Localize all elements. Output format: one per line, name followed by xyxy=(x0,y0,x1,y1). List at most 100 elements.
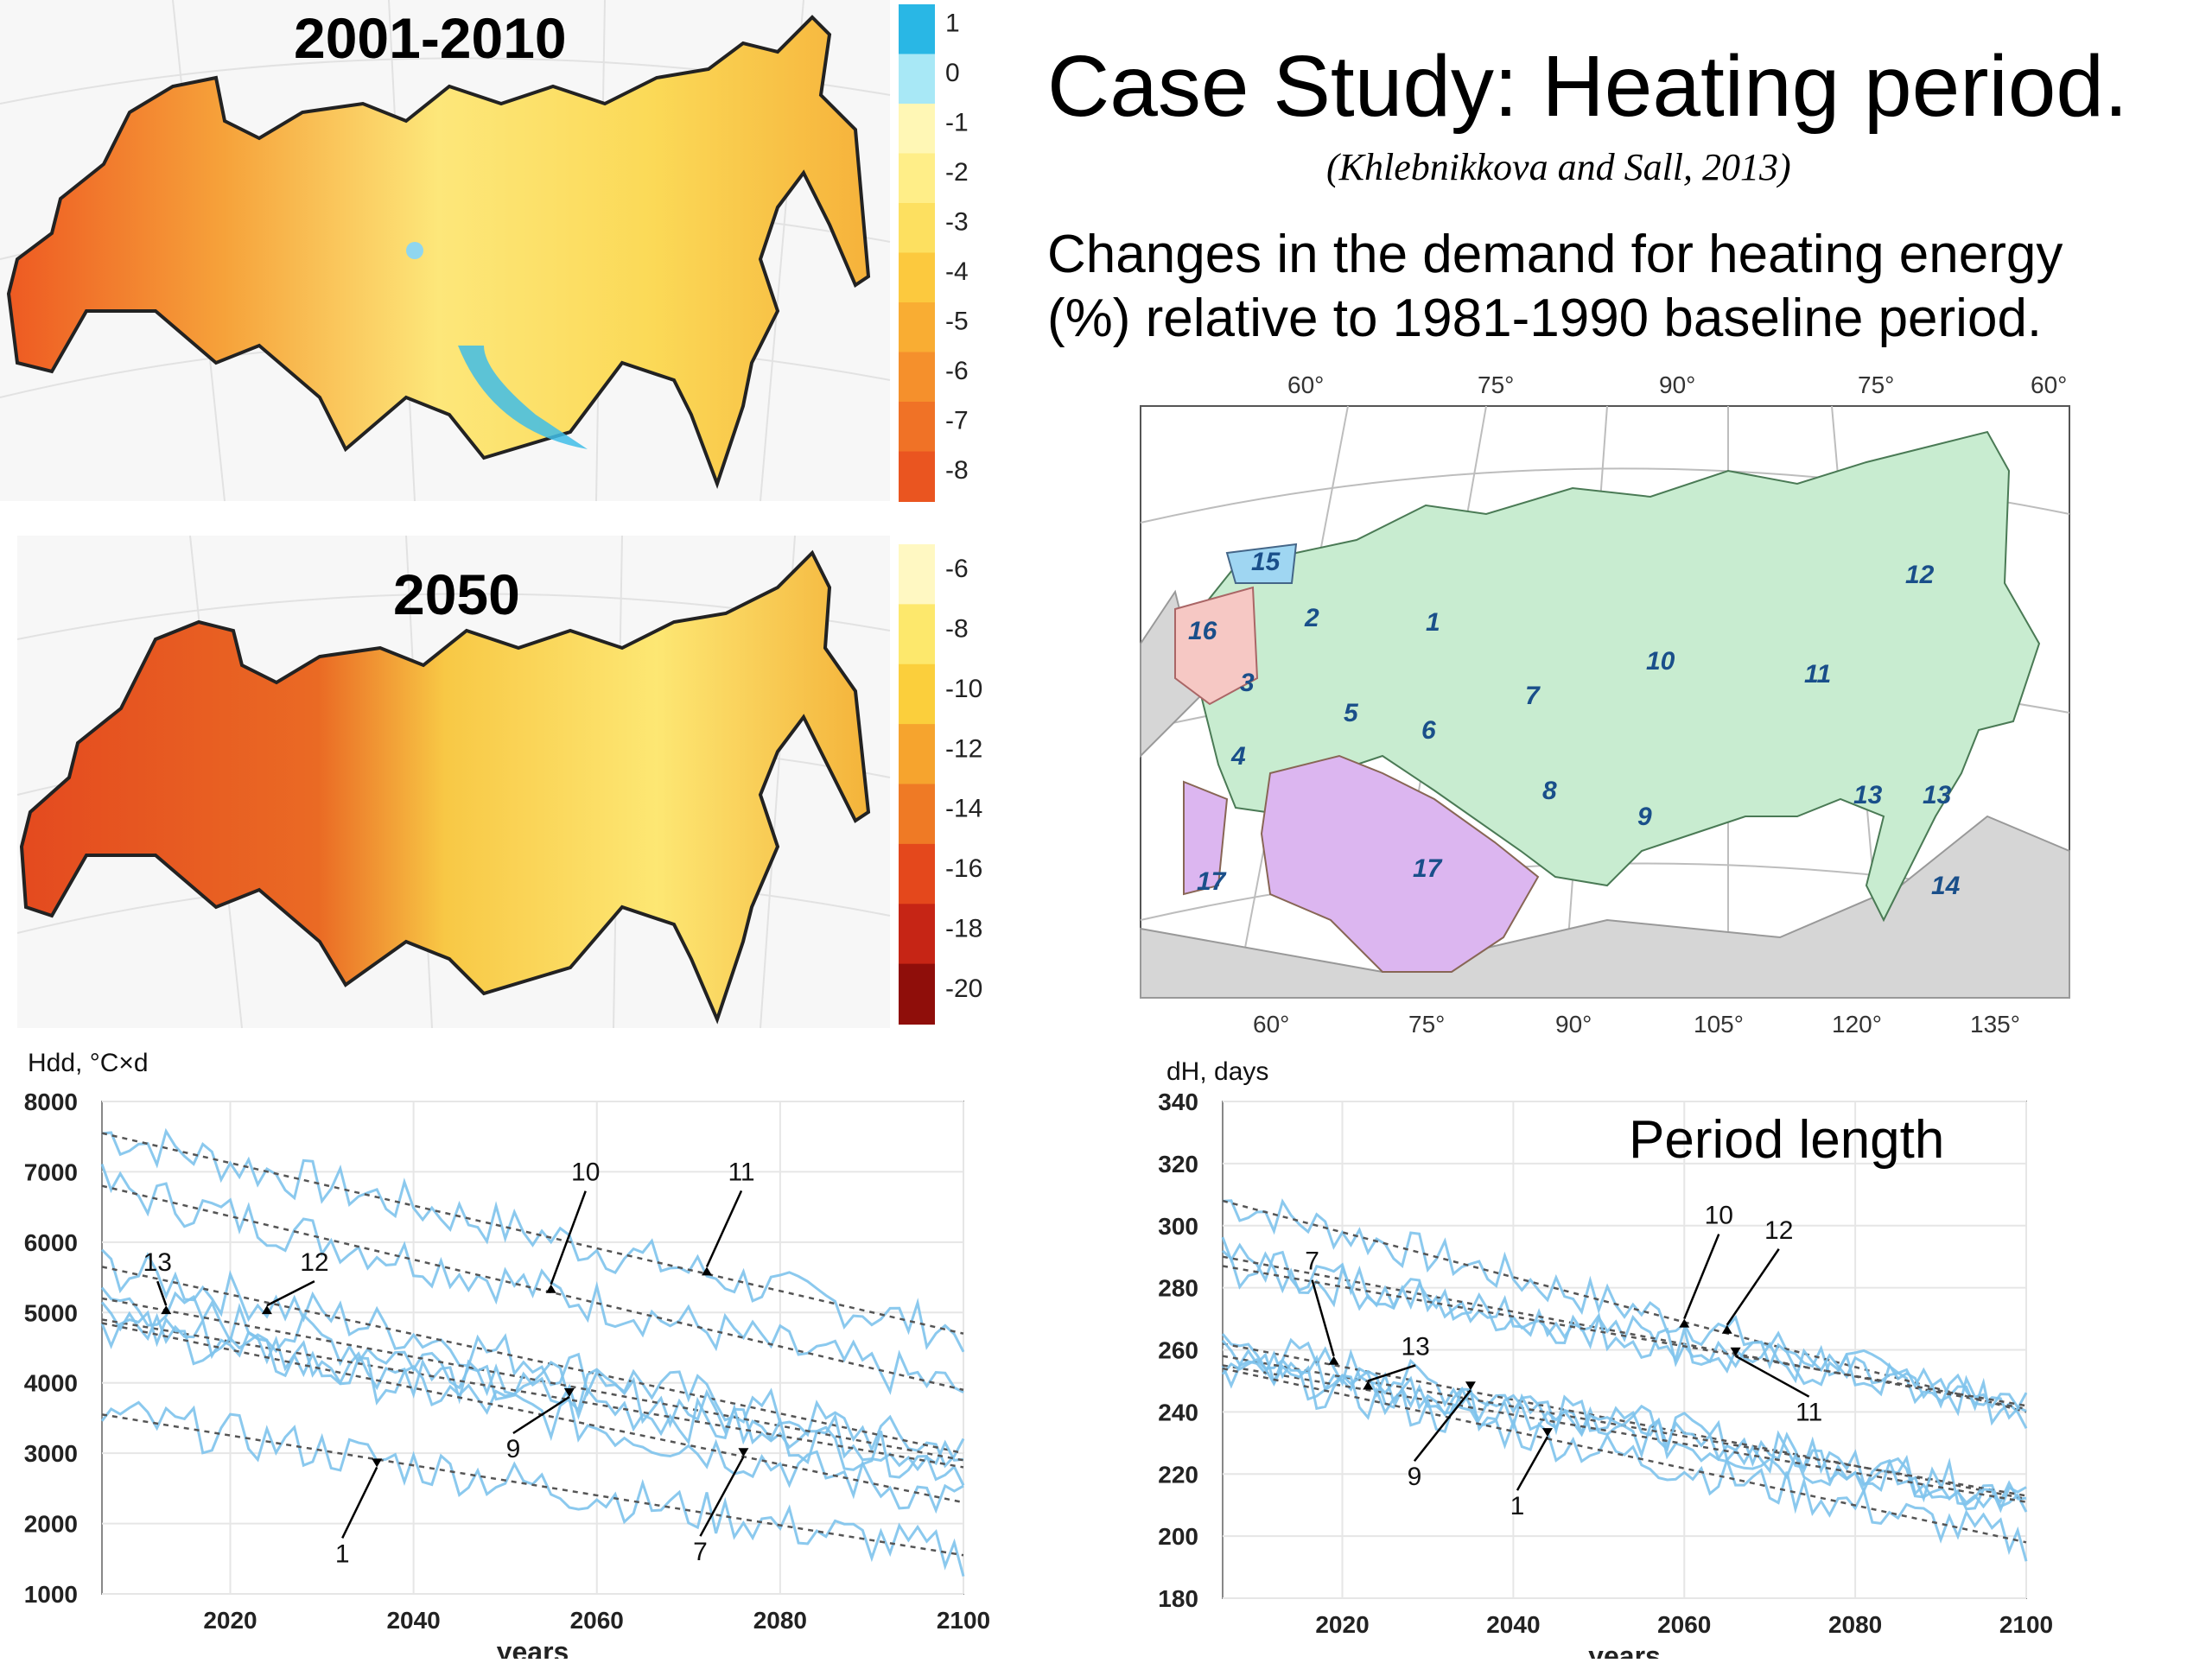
series-label: 13 xyxy=(1402,1332,1430,1361)
region-number-labels: 15 12 2 1 16 10 11 3 7 5 6 4 8 9 13 13 17 17 14 xyxy=(1188,548,1961,900)
region-number: 16 xyxy=(1188,617,1217,645)
colorbar-swatch xyxy=(899,904,935,965)
annotation-arrow xyxy=(341,1466,378,1539)
region-violet-west xyxy=(1183,780,1229,896)
regions-map-top-labels: 60° 75° 90° 75° 60° xyxy=(1287,371,2067,398)
y-tick-label: 4000 xyxy=(24,1370,78,1397)
trend-line xyxy=(101,1322,964,1504)
annotation-arrow xyxy=(512,1395,570,1435)
colorbar-label: -7 xyxy=(945,407,969,435)
region-number: 9 xyxy=(1637,803,1652,831)
map-2001-2010-panel: 1 0 -1 -2 -3 -4 -5 -6 -7 -8 2001-2010 xyxy=(0,0,976,505)
x-tick-label: 2100 xyxy=(1999,1611,2053,1638)
russia-shape-2001 xyxy=(6,15,871,489)
colorbar-2050 xyxy=(899,544,935,1025)
colorbar-label: -10 xyxy=(945,675,982,703)
colorbar-swatch xyxy=(899,544,935,606)
trend-line xyxy=(101,1413,964,1557)
colorbar-swatch xyxy=(899,302,935,353)
region-number: 17 xyxy=(1197,867,1227,896)
x-tick-label: 2080 xyxy=(1828,1611,1882,1638)
colorbar-swatch xyxy=(899,104,935,155)
y-tick-label: 300 xyxy=(1158,1213,1198,1240)
series-label: 10 xyxy=(571,1158,600,1187)
series-label: 1 xyxy=(1510,1492,1525,1520)
series-label: 12 xyxy=(300,1248,328,1277)
colorbar-label: -20 xyxy=(945,974,982,1003)
map-2001-2010: 1 0 -1 -2 -3 -4 -5 -6 -7 -8 xyxy=(0,0,969,502)
region-number: 10 xyxy=(1646,647,1675,676)
series-line xyxy=(100,1310,964,1514)
map-lat-label-top: 60° xyxy=(2031,371,2067,398)
colorbar-swatch xyxy=(899,451,935,502)
regions-map-bottom-labels: 60° 75° 90° 105° 120° 135° xyxy=(1253,1011,2020,1038)
chart-ylabel: Hdd, °C×d xyxy=(28,1049,149,1077)
y-tick-label: 180 xyxy=(1158,1585,1198,1612)
annotation-arrow xyxy=(156,1280,168,1306)
colorbar-swatch xyxy=(899,724,935,785)
map-lon-label-bottom: 105° xyxy=(1694,1011,1744,1038)
series-label: 7 xyxy=(693,1538,708,1566)
trend-line xyxy=(101,1132,964,1335)
annotation-arrowhead xyxy=(545,1284,556,1293)
colorbar-label: -6 xyxy=(945,555,969,583)
series-label: 10 xyxy=(1705,1202,1733,1230)
map-lon-label-bottom: 90° xyxy=(1555,1011,1592,1038)
region-number: 11 xyxy=(1804,660,1831,689)
annotation-arrow xyxy=(266,1280,315,1307)
colorbar-swatch xyxy=(899,203,935,254)
colorbar-label: -12 xyxy=(945,734,982,763)
series-line xyxy=(1221,1249,2028,1420)
y-tick-label: 5000 xyxy=(24,1299,78,1326)
colorbar-label: -5 xyxy=(945,308,969,336)
trend-line xyxy=(1222,1342,2027,1501)
colorbar-label: -18 xyxy=(945,914,982,943)
annotation-arrowhead xyxy=(261,1305,272,1315)
map-lat-label-top: 75° xyxy=(1478,371,1514,398)
colorbar-label: -14 xyxy=(945,795,982,823)
map-lat-label-top: 75° xyxy=(1858,371,1894,398)
x-tick-label: 2100 xyxy=(937,1607,990,1634)
region-number: 14 xyxy=(1931,872,1961,900)
annotation-arrowhead xyxy=(1541,1428,1553,1438)
x-tick-label: 2020 xyxy=(203,1607,257,1634)
annotation-arrow xyxy=(1735,1355,1810,1398)
region-number: 6 xyxy=(1421,716,1436,745)
colorbar-swatch xyxy=(899,784,935,845)
x-tick-label: 2020 xyxy=(1315,1611,1369,1638)
annotation-arrow xyxy=(1683,1234,1720,1320)
colorbar-label: -8 xyxy=(945,615,969,644)
series-line xyxy=(1221,1236,2027,1417)
region-number: 17 xyxy=(1413,854,1443,883)
annotation-arrow xyxy=(1311,1279,1335,1357)
map-lon-label-bottom: 120° xyxy=(1832,1011,1882,1038)
region-number: 4 xyxy=(1230,742,1246,771)
map-lon-label-bottom: 75° xyxy=(1408,1011,1445,1038)
colorbar-2001-labels: 1 0 -1 -2 -3 -4 -5 -6 -7 -8 xyxy=(945,10,969,486)
colorbar-swatch xyxy=(899,54,935,105)
y-tick-label: 340 xyxy=(1158,1089,1198,1115)
colorbar-swatch xyxy=(899,4,935,55)
colorbar-label: 1 xyxy=(945,10,960,38)
annotation-arrowhead xyxy=(702,1266,713,1276)
trend-line xyxy=(1222,1265,2027,1407)
chart-hdd-panel: Hdd, °C×d 1000 2000 3000 4000 5000 6000 7000 800… xyxy=(0,1041,1002,1663)
series-label: 11 xyxy=(1796,1399,1822,1427)
colorbar-swatch xyxy=(899,402,935,453)
chart-period-panel: dH, days 180 200 220 240 260 280 300 320 340 2020 2… xyxy=(1141,1045,2082,1663)
annotation-arrowhead xyxy=(372,1458,383,1468)
region-pink xyxy=(1174,586,1259,706)
series-label: 9 xyxy=(1408,1463,1422,1491)
series-line xyxy=(100,1301,965,1486)
y-tick-label: 1000 xyxy=(24,1581,78,1608)
colorbar-label: -16 xyxy=(945,854,982,883)
trend-line xyxy=(1222,1199,2027,1413)
colorbar-swatch xyxy=(899,252,935,303)
series-line xyxy=(100,1164,964,1395)
annotation-arrowhead xyxy=(1721,1324,1732,1334)
slide-title: Case Study: Heating period. xyxy=(1047,38,2128,135)
x-tick-label: 2060 xyxy=(570,1607,624,1634)
series-label: 12 xyxy=(1764,1216,1793,1245)
annotation-arrow xyxy=(1726,1248,1780,1326)
colorbar-label: 0 xyxy=(945,59,960,87)
